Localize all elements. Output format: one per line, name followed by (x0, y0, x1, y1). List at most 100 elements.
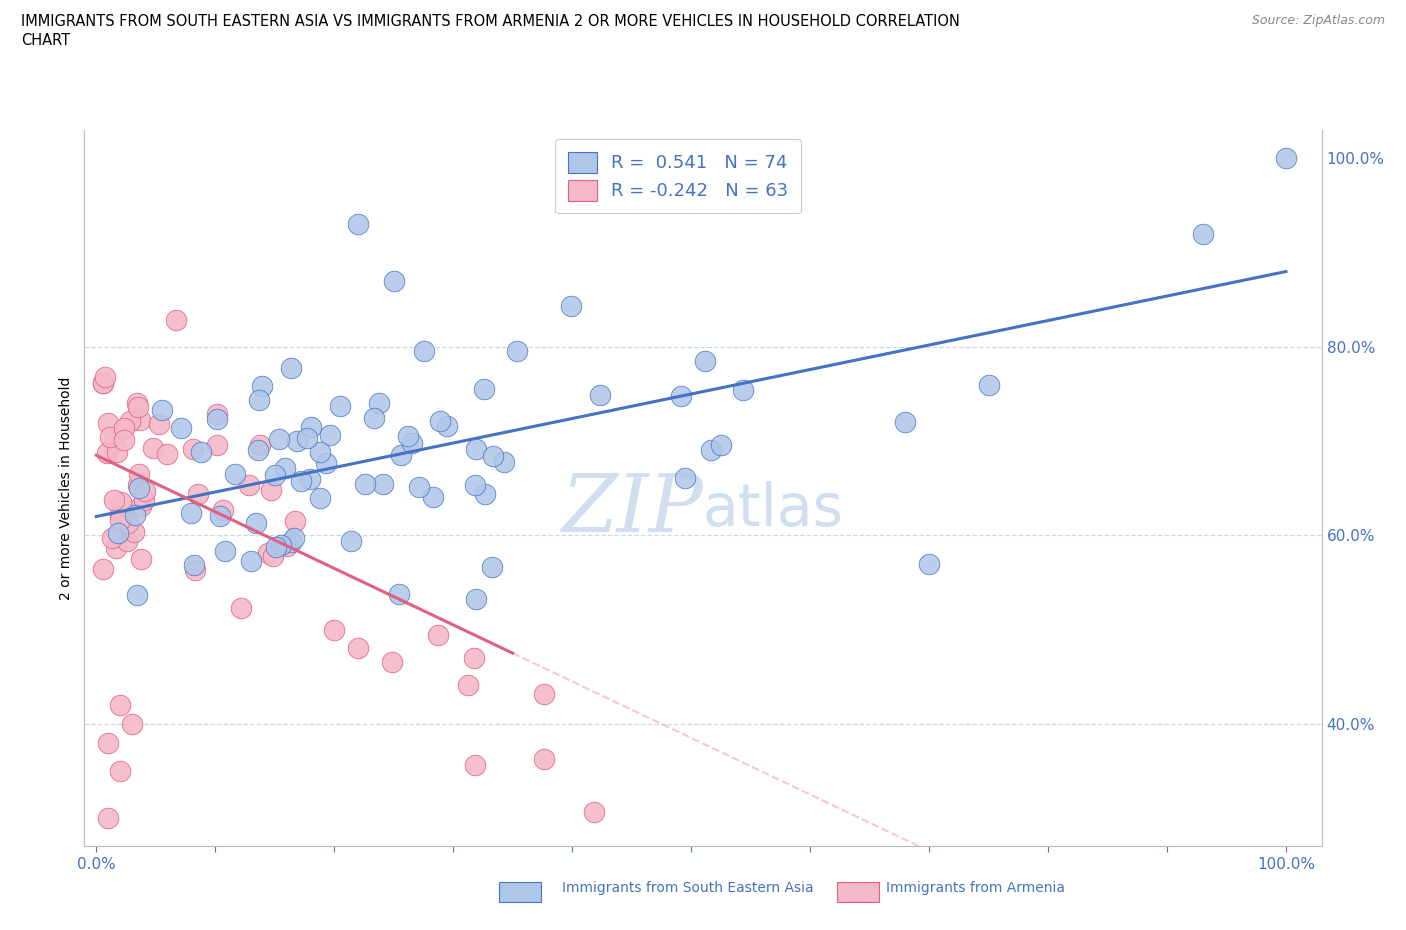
Point (205, 437, 228, 452)
Point (329, 398, 352, 413)
Point (347, 641, 370, 656)
Point (165, 312, 187, 327)
Point (238, 477, 260, 492)
Point (208, 509, 231, 524)
Point (127, 588, 149, 603)
Point (299, 472, 322, 486)
Point (506, 343, 529, 358)
Point (367, 396, 389, 411)
Text: Source: ZipAtlas.com: Source: ZipAtlas.com (1251, 14, 1385, 27)
Point (120, 414, 142, 429)
Point (132, 493, 155, 508)
Point (246, 442, 269, 457)
Point (105, 445, 128, 459)
Point (276, 539, 298, 554)
Text: Immigrants from South Eastern Asia: Immigrants from South Eastern Asia (562, 881, 814, 896)
Point (211, 502, 233, 517)
Point (128, 481, 150, 496)
Point (125, 395, 148, 410)
Text: Immigrants from Armenia: Immigrants from Armenia (886, 881, 1064, 896)
Point (260, 483, 283, 498)
Point (401, 435, 423, 450)
Point (121, 716, 143, 731)
Point (422, 489, 444, 504)
Text: ZIP: ZIP (561, 471, 703, 549)
Point (299, 420, 322, 435)
Point (388, 587, 411, 602)
Point (710, 438, 733, 453)
Point (464, 591, 486, 606)
Point (270, 537, 292, 551)
Point (731, 383, 754, 398)
Point (464, 478, 486, 493)
Point (464, 757, 486, 772)
Point (91, 375, 114, 390)
Point (129, 412, 152, 427)
Point (257, 546, 280, 561)
Point (97, 736, 120, 751)
Point (412, 343, 434, 358)
Point (239, 553, 262, 568)
Point (180, 506, 202, 521)
Point (267, 432, 290, 446)
Point (128, 466, 150, 481)
Point (309, 445, 332, 459)
Point (183, 557, 205, 572)
Point (700, 443, 723, 458)
Point (319, 427, 342, 442)
Point (308, 490, 330, 505)
Point (340, 534, 363, 549)
Point (323, 622, 346, 637)
Point (114, 432, 136, 447)
Point (127, 400, 149, 415)
Point (280, 361, 302, 376)
Point (533, 686, 555, 701)
Point (252, 379, 274, 393)
Point (347, 217, 370, 232)
Point (977, 378, 1000, 392)
Point (673, 471, 696, 485)
Point (1191, 226, 1213, 241)
Point (108, 764, 131, 778)
Point (134, 484, 156, 498)
Point (1275, 151, 1298, 166)
Point (264, 540, 287, 555)
Point (224, 466, 246, 481)
Point (264, 468, 287, 483)
Point (112, 420, 135, 435)
Point (283, 531, 305, 546)
Point (382, 273, 405, 288)
Point (560, 299, 582, 313)
Point (91, 376, 114, 391)
Y-axis label: 2 or more Vehicles in Household: 2 or more Vehicles in Household (59, 377, 73, 600)
Point (214, 543, 236, 558)
Point (285, 433, 308, 448)
Point (482, 448, 505, 463)
Point (117, 515, 139, 530)
Point (894, 415, 917, 430)
Point (127, 477, 149, 492)
Point (245, 516, 267, 531)
Point (381, 655, 404, 670)
Point (315, 456, 337, 471)
Point (436, 418, 458, 433)
Point (295, 431, 318, 445)
Point (457, 678, 479, 693)
Point (353, 477, 375, 492)
Text: atlas: atlas (703, 481, 844, 538)
Point (124, 525, 146, 539)
Point (107, 525, 129, 540)
Point (284, 513, 307, 528)
Point (103, 492, 125, 507)
Point (429, 414, 451, 429)
Point (97, 416, 120, 431)
Point (389, 447, 412, 462)
Point (669, 389, 692, 404)
Point (124, 508, 146, 523)
Point (93, 562, 115, 577)
Point (97, 811, 120, 826)
Point (105, 540, 128, 555)
Point (229, 601, 252, 616)
Point (693, 353, 716, 368)
Point (472, 381, 495, 396)
